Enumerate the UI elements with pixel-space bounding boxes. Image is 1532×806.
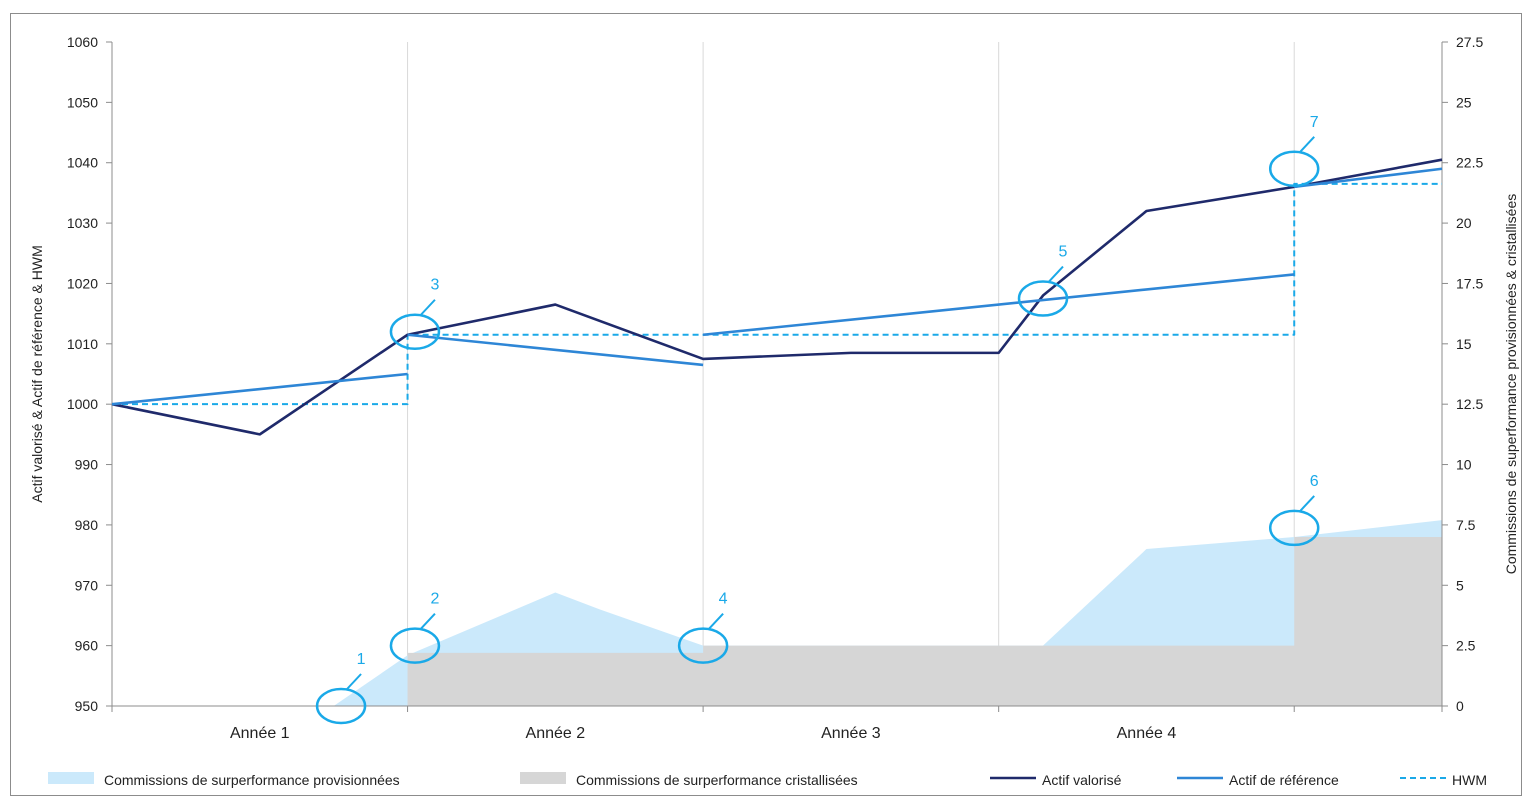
callout-circle xyxy=(389,627,441,664)
y-tick-label-right: 22.5 xyxy=(1456,155,1483,171)
category-label: Année 3 xyxy=(821,725,881,742)
callout-leader xyxy=(420,612,436,630)
callout-leader xyxy=(420,299,436,316)
y-tick-label-left: 1050 xyxy=(67,94,98,110)
callout-circle xyxy=(1268,150,1320,188)
callout-label: 3 xyxy=(430,277,439,294)
y-tick-label-left: 1010 xyxy=(67,336,98,352)
legend-label: Commissions de surperformance provisionn… xyxy=(104,772,400,788)
callout-circle xyxy=(1017,280,1069,317)
legend-label: HWM xyxy=(1452,772,1487,788)
y-tick-label-right: 2.5 xyxy=(1456,638,1476,654)
y-tick-label-left: 950 xyxy=(75,698,99,714)
y-tick-label-right: 5 xyxy=(1456,577,1464,593)
category-label: Année 1 xyxy=(230,725,290,742)
callout-label: 1 xyxy=(357,651,366,668)
category-label: Année 4 xyxy=(1117,725,1177,742)
chart-frame xyxy=(10,13,1522,796)
line-series xyxy=(1294,167,1443,189)
line-series xyxy=(111,372,408,406)
callout-leader xyxy=(708,612,724,630)
legend-label: Commissions de surperformance cristallis… xyxy=(576,772,858,788)
callout-label: 7 xyxy=(1310,114,1319,131)
y-axis-title-left: Actif valorisé & Actif de référence & HW… xyxy=(29,245,45,503)
y-tick-label-left: 990 xyxy=(75,457,99,473)
y-tick-label-right: 10 xyxy=(1456,457,1472,473)
callout-circle xyxy=(677,627,729,664)
y-tick-label-left: 1060 xyxy=(67,34,98,50)
y-tick-label-right: 7.5 xyxy=(1456,517,1476,533)
y-tick-label-left: 970 xyxy=(75,577,99,593)
callout-label: 5 xyxy=(1059,244,1068,261)
line-series xyxy=(407,333,704,367)
line-series xyxy=(702,273,1295,337)
y-axis-title-right: Commissions de superformance provisionné… xyxy=(1503,194,1519,575)
y-tick-label-right: 15 xyxy=(1456,336,1472,352)
y-tick-label-left: 1040 xyxy=(67,155,98,171)
y-tick-label-left: 960 xyxy=(75,638,99,654)
y-tick-label-right: 27.5 xyxy=(1456,34,1483,50)
y-tick-label-right: 0 xyxy=(1456,698,1464,714)
callout-leader xyxy=(1048,265,1064,283)
y-tick-label-right: 12.5 xyxy=(1456,396,1483,412)
legend-swatch xyxy=(520,772,566,784)
line-series xyxy=(111,158,1443,436)
y-tick-label-left: 1000 xyxy=(67,396,98,412)
callout-leader xyxy=(1299,495,1315,512)
y-tick-label-right: 20 xyxy=(1456,215,1472,231)
callout-label: 2 xyxy=(430,591,439,608)
callout-label: 4 xyxy=(719,591,728,608)
callout-label: 6 xyxy=(1310,473,1319,490)
category-label: Année 2 xyxy=(526,725,586,742)
y-tick-label-right: 17.5 xyxy=(1456,275,1483,291)
legend-label: Actif de référence xyxy=(1229,772,1339,788)
y-tick-label-left: 1020 xyxy=(67,275,98,291)
y-tick-label-right: 25 xyxy=(1456,94,1472,110)
y-tick-label-left: 1030 xyxy=(67,215,98,231)
callout-leader xyxy=(346,673,362,690)
callout-circle xyxy=(389,313,441,350)
callout-leader xyxy=(1299,136,1315,153)
legend-label: Actif valorisé xyxy=(1042,772,1122,788)
area-series xyxy=(407,536,1442,706)
callout-circle xyxy=(315,687,367,725)
line-series xyxy=(112,182,1442,406)
callout-circle xyxy=(1268,509,1320,547)
y-tick-label-left: 980 xyxy=(75,517,99,533)
legend-swatch xyxy=(48,772,94,784)
